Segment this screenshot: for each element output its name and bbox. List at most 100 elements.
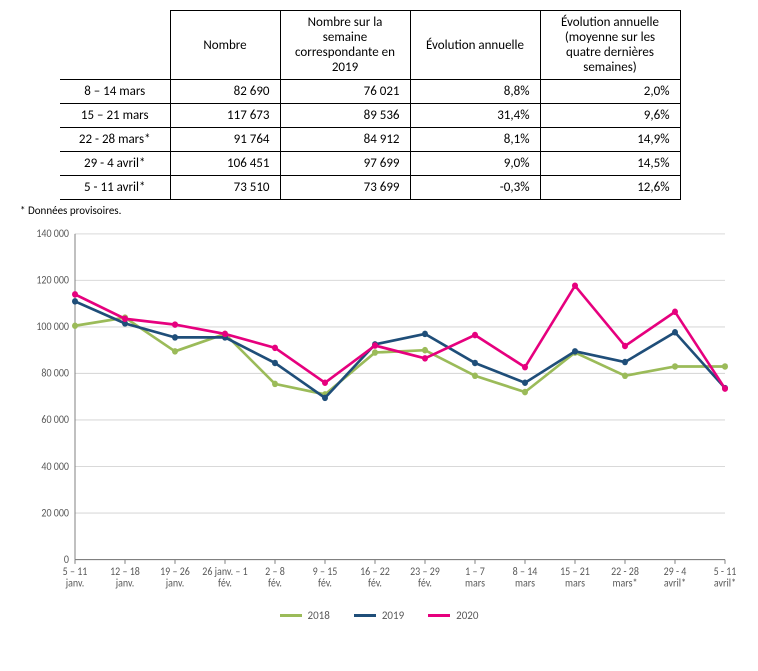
series-marker-2019 (472, 360, 478, 367)
cell-nombre-2019: 89 536 (280, 104, 410, 128)
legend-swatch (354, 614, 376, 617)
series-marker-2020 (472, 332, 478, 339)
th-evol4: Évolution annuelle (moyenne sur les quat… (540, 11, 680, 80)
series-marker-2020 (522, 364, 528, 371)
cell-nombre: 73 510 (170, 176, 280, 200)
series-marker-2020 (372, 342, 378, 349)
x-axis-label: 23 – 29fév. (410, 564, 440, 589)
series-marker-2020 (172, 321, 178, 328)
legend-item-2020: 2020 (428, 609, 478, 622)
chart-legend: 2018 2019 2020 (10, 609, 748, 622)
x-axis-label: 9 – 15fév. (313, 564, 338, 589)
legend-label: 2018 (308, 609, 330, 622)
cell-evol: 31,4% (410, 104, 540, 128)
x-axis-label: 29 - 4avril* (664, 564, 687, 589)
cell-nombre-2019: 73 699 (280, 176, 410, 200)
cell-evol4: 2,0% (540, 80, 680, 104)
y-axis-label: 80 000 (41, 366, 69, 380)
cell-evol4: 12,6% (540, 176, 680, 200)
th-nombre-2019: Nombre sur la semaine correspondante en … (280, 11, 410, 80)
x-axis-label: 19 – 26janv. (160, 564, 190, 589)
table-row: 8 – 14 mars82 69076 0218,8%2,0% (60, 80, 680, 104)
table-row: 22 - 28 mars*91 76484 9128,1%14,9% (60, 128, 680, 152)
series-marker-2019 (522, 379, 528, 386)
series-marker-2018 (422, 347, 428, 354)
series-marker-2020 (722, 385, 728, 392)
x-axis-label: 26 janv. – 1fév. (202, 564, 247, 589)
x-axis-label: 5 - 11avril* (714, 564, 737, 589)
cell-evol4: 14,5% (540, 152, 680, 176)
data-table-container: Nombre Nombre sur la semaine corresponda… (60, 10, 748, 200)
series-marker-2018 (472, 373, 478, 380)
series-marker-2019 (622, 359, 628, 366)
cell-nombre: 106 451 (170, 152, 280, 176)
series-marker-2020 (422, 355, 428, 362)
series-marker-2018 (272, 381, 278, 388)
series-marker-2018 (622, 373, 628, 380)
cell-nombre-2019: 84 912 (280, 128, 410, 152)
cell-nombre: 82 690 (170, 80, 280, 104)
legend-label: 2020 (456, 609, 478, 622)
chart-svg: 020 00040 00060 00080 000100 000120 0001… (20, 223, 740, 603)
series-marker-2020 (572, 282, 578, 289)
legend-swatch (280, 614, 302, 617)
th-nombre: Nombre (170, 11, 280, 80)
y-axis-label: 20 000 (41, 506, 69, 520)
cell-evol: 8,1% (410, 128, 540, 152)
cell-evol4: 9,6% (540, 104, 680, 128)
cell-period: 15 – 21 mars (60, 104, 170, 128)
x-axis-label: 12 – 18janv. (110, 564, 140, 589)
th-evol: Évolution annuelle (410, 11, 540, 80)
series-marker-2020 (322, 379, 328, 386)
series-marker-2019 (572, 348, 578, 355)
series-marker-2020 (672, 309, 678, 316)
y-axis-label: 100 000 (36, 320, 69, 334)
cell-period: 5 - 11 avril* (60, 176, 170, 200)
series-marker-2018 (522, 389, 528, 396)
cell-evol4: 14,9% (540, 128, 680, 152)
series-marker-2020 (622, 343, 628, 350)
series-marker-2018 (172, 348, 178, 355)
table-row: 29 - 4 avril*106 45197 6999,0%14,5% (60, 152, 680, 176)
table-row: 5 - 11 avril*73 51073 699-0,3%12,6% (60, 176, 680, 200)
table-header-row: Nombre Nombre sur la semaine corresponda… (60, 11, 680, 80)
x-axis-label: 8 – 14mars (513, 564, 538, 589)
cell-evol: -0,3% (410, 176, 540, 200)
series-marker-2018 (72, 322, 78, 329)
series-marker-2018 (372, 349, 378, 356)
y-axis-label: 120 000 (36, 273, 69, 287)
series-marker-2018 (672, 363, 678, 370)
legend-swatch (428, 614, 450, 617)
series-marker-2019 (272, 360, 278, 367)
series-marker-2019 (322, 395, 328, 402)
cell-evol: 9,0% (410, 152, 540, 176)
cell-nombre: 91 764 (170, 128, 280, 152)
series-marker-2018 (722, 363, 728, 370)
series-marker-2020 (272, 345, 278, 352)
cell-period: 8 – 14 mars (60, 80, 170, 104)
series-line-2018 (75, 318, 725, 395)
footnote: * Données provisoires. (20, 204, 748, 217)
series-marker-2019 (672, 329, 678, 336)
legend-item-2018: 2018 (280, 609, 330, 622)
y-axis-label: 140 000 (36, 227, 69, 241)
legend-item-2019: 2019 (354, 609, 404, 622)
x-axis-label: 2 – 8fév. (265, 564, 285, 589)
series-marker-2019 (422, 331, 428, 338)
y-axis-label: 60 000 (41, 413, 69, 427)
th-period (60, 11, 170, 80)
x-axis-label: 16 – 22fév. (360, 564, 390, 589)
cell-nombre-2019: 76 021 (280, 80, 410, 104)
table-row: 15 – 21 mars117 67389 53631,4%9,6% (60, 104, 680, 128)
x-axis-label: 15 – 21mars (560, 564, 590, 589)
x-axis-label: 5 – 11janv. (63, 564, 88, 589)
x-axis-label: 22 - 28mars* (611, 564, 639, 589)
series-marker-2019 (172, 334, 178, 341)
series-marker-2020 (122, 316, 128, 323)
cell-period: 22 - 28 mars* (60, 128, 170, 152)
cell-nombre-2019: 97 699 (280, 152, 410, 176)
data-table: Nombre Nombre sur la semaine corresponda… (60, 10, 681, 200)
y-axis-label: 40 000 (41, 459, 69, 473)
cell-evol: 8,8% (410, 80, 540, 104)
x-axis-label: 1 – 7mars (465, 564, 485, 589)
